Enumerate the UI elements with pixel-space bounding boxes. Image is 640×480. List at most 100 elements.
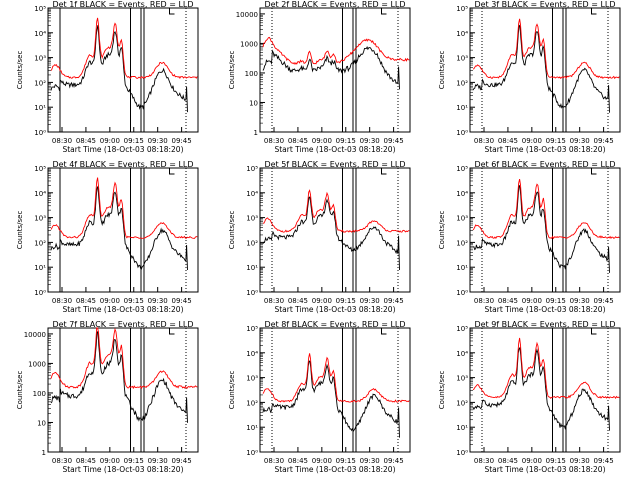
series-lld-line bbox=[262, 353, 410, 403]
plot-frame bbox=[259, 167, 411, 293]
plot-frame bbox=[47, 7, 199, 133]
x-tick-label: 08:45 bbox=[288, 137, 308, 145]
y-tick-label: 10¹ bbox=[34, 264, 46, 272]
y-tick-label: 10 bbox=[249, 99, 258, 107]
y-tick-label: 10² bbox=[456, 399, 468, 407]
y-tick-label: 10⁵ bbox=[456, 5, 468, 13]
top-marker bbox=[591, 328, 597, 335]
x-tick-label: 08:45 bbox=[498, 457, 518, 465]
panel-title: Det 9f BLACK = Events, RED = LLD bbox=[474, 320, 615, 329]
x-axis-label: Start Time (18-Oct-03 08:18:20) bbox=[62, 145, 183, 154]
panel-title: Det 7f BLACK = Events, RED = LLD bbox=[52, 320, 193, 329]
top-marker bbox=[169, 328, 175, 335]
panel-title: Det 5f BLACK = Events, RED = LLD bbox=[264, 160, 405, 169]
y-tick-label: 10² bbox=[456, 239, 468, 247]
y-tick-label: 1000 bbox=[28, 360, 46, 368]
panel-title: Det 4f BLACK = Events, RED = LLD bbox=[52, 160, 193, 169]
y-tick-label: 10² bbox=[246, 399, 258, 407]
x-tick-label: 09:30 bbox=[360, 297, 380, 305]
x-tick-label: 09:15 bbox=[546, 137, 566, 145]
y-tick-label: 10⁰ bbox=[456, 289, 468, 297]
y-axis-label: Counts/sec bbox=[16, 211, 24, 250]
y-tick-label: 10⁴ bbox=[246, 190, 258, 198]
y-tick-label: 10¹ bbox=[34, 104, 46, 112]
series-events-line bbox=[472, 24, 610, 113]
plot-frame bbox=[259, 7, 411, 133]
y-axis-label: Counts/sec bbox=[228, 51, 236, 90]
x-axis-label: Start Time (18-Oct-03 08:18:20) bbox=[62, 465, 183, 474]
x-tick-label: 08:30 bbox=[474, 137, 494, 145]
y-tick-label: 10⁵ bbox=[246, 325, 258, 333]
x-tick-label: 08:30 bbox=[264, 457, 284, 465]
x-tick-label: 09:00 bbox=[100, 457, 120, 465]
series-events-line bbox=[262, 46, 400, 90]
y-axis-label: Counts/sec bbox=[228, 371, 236, 410]
x-tick-label: 09:30 bbox=[148, 137, 168, 145]
y-tick-label: 10⁰ bbox=[34, 129, 46, 137]
top-marker bbox=[381, 328, 387, 335]
series-events-line bbox=[50, 185, 188, 271]
y-axis-label: Counts/sec bbox=[228, 211, 236, 250]
x-tick-label: 08:30 bbox=[264, 297, 284, 305]
panel-title: Det 8f BLACK = Events, RED = LLD bbox=[264, 320, 405, 329]
y-tick-label: 10⁰ bbox=[246, 289, 258, 297]
y-tick-label: 10⁴ bbox=[456, 190, 468, 198]
x-tick-label: 09:30 bbox=[570, 137, 590, 145]
y-tick-label: 10⁴ bbox=[456, 350, 468, 358]
y-tick-label: 10000 bbox=[24, 331, 46, 339]
x-tick-label: 09:15 bbox=[336, 457, 356, 465]
series-lld-line bbox=[50, 327, 198, 390]
y-tick-label: 10⁴ bbox=[246, 350, 258, 358]
series-lld-line bbox=[50, 177, 198, 239]
y-tick-label: 10³ bbox=[456, 375, 468, 383]
x-tick-label: 09:00 bbox=[522, 297, 542, 305]
panel-title: Det 1f BLACK = Events, RED = LLD bbox=[52, 0, 193, 9]
x-axis-label: Start Time (18-Oct-03 08:18:20) bbox=[62, 305, 183, 314]
x-tick-label: 09:30 bbox=[148, 457, 168, 465]
y-tick-label: 10² bbox=[34, 239, 46, 247]
y-tick-label: 100 bbox=[33, 390, 46, 398]
y-axis-label: Counts/sec bbox=[16, 371, 24, 410]
panel-title: Det 6f BLACK = Events, RED = LLD bbox=[474, 160, 615, 169]
plot-frame bbox=[469, 167, 621, 293]
x-tick-label: 08:45 bbox=[76, 457, 96, 465]
x-axis-label: Start Time (18-Oct-03 08:18:20) bbox=[274, 465, 395, 474]
y-tick-label: 10⁵ bbox=[34, 165, 46, 173]
series-lld-line bbox=[263, 189, 410, 233]
series-lld-line bbox=[472, 337, 620, 400]
detector-panel-1: Det 1f BLACK = Events, RED = LLD 10⁰ 10¹ 10… bbox=[16, 0, 199, 154]
series-events-line bbox=[262, 360, 400, 438]
x-tick-label: 08:45 bbox=[288, 297, 308, 305]
x-tick-label: 08:30 bbox=[474, 297, 494, 305]
detector-panel-2: Det 2f BLACK = Events, RED = LLD 1 10 100 10… bbox=[228, 0, 411, 154]
y-tick-label: 10⁰ bbox=[456, 129, 468, 137]
plot-frame bbox=[469, 7, 621, 133]
top-marker bbox=[381, 8, 387, 15]
y-tick-label: 10¹ bbox=[246, 264, 258, 272]
x-tick-label: 08:30 bbox=[52, 297, 72, 305]
x-tick-label: 08:45 bbox=[76, 297, 96, 305]
plot-frame bbox=[259, 327, 411, 453]
y-tick-label: 1 bbox=[42, 449, 46, 457]
y-axis-label: Counts/sec bbox=[438, 51, 446, 90]
x-tick-label: 09:45 bbox=[594, 457, 614, 465]
x-tick-label: 09:00 bbox=[312, 297, 332, 305]
x-tick-label: 09:30 bbox=[148, 297, 168, 305]
y-tick-label: 10⁴ bbox=[456, 30, 468, 38]
y-tick-label: 10¹ bbox=[456, 264, 468, 272]
detector-panel-5: Det 5f BLACK = Events, RED = LLD 10⁰ 10¹ 10… bbox=[228, 160, 411, 314]
y-axis-label: Counts/sec bbox=[438, 211, 446, 250]
x-tick-label: 09:30 bbox=[360, 457, 380, 465]
y-tick-label: 10⁴ bbox=[34, 30, 46, 38]
x-tick-label: 09:15 bbox=[546, 297, 566, 305]
x-tick-label: 09:15 bbox=[336, 137, 356, 145]
detector-panel-4: Det 4f BLACK = Events, RED = LLD 10⁰ 10¹ 10… bbox=[16, 160, 199, 314]
x-tick-label: 08:45 bbox=[76, 137, 96, 145]
plot-frame bbox=[47, 327, 199, 453]
x-tick-label: 09:15 bbox=[546, 457, 566, 465]
x-tick-label: 09:00 bbox=[100, 297, 120, 305]
y-tick-label: 100 bbox=[245, 70, 258, 78]
series-lld-line bbox=[50, 17, 198, 80]
x-tick-label: 09:15 bbox=[124, 457, 144, 465]
x-tick-label: 09:00 bbox=[522, 137, 542, 145]
